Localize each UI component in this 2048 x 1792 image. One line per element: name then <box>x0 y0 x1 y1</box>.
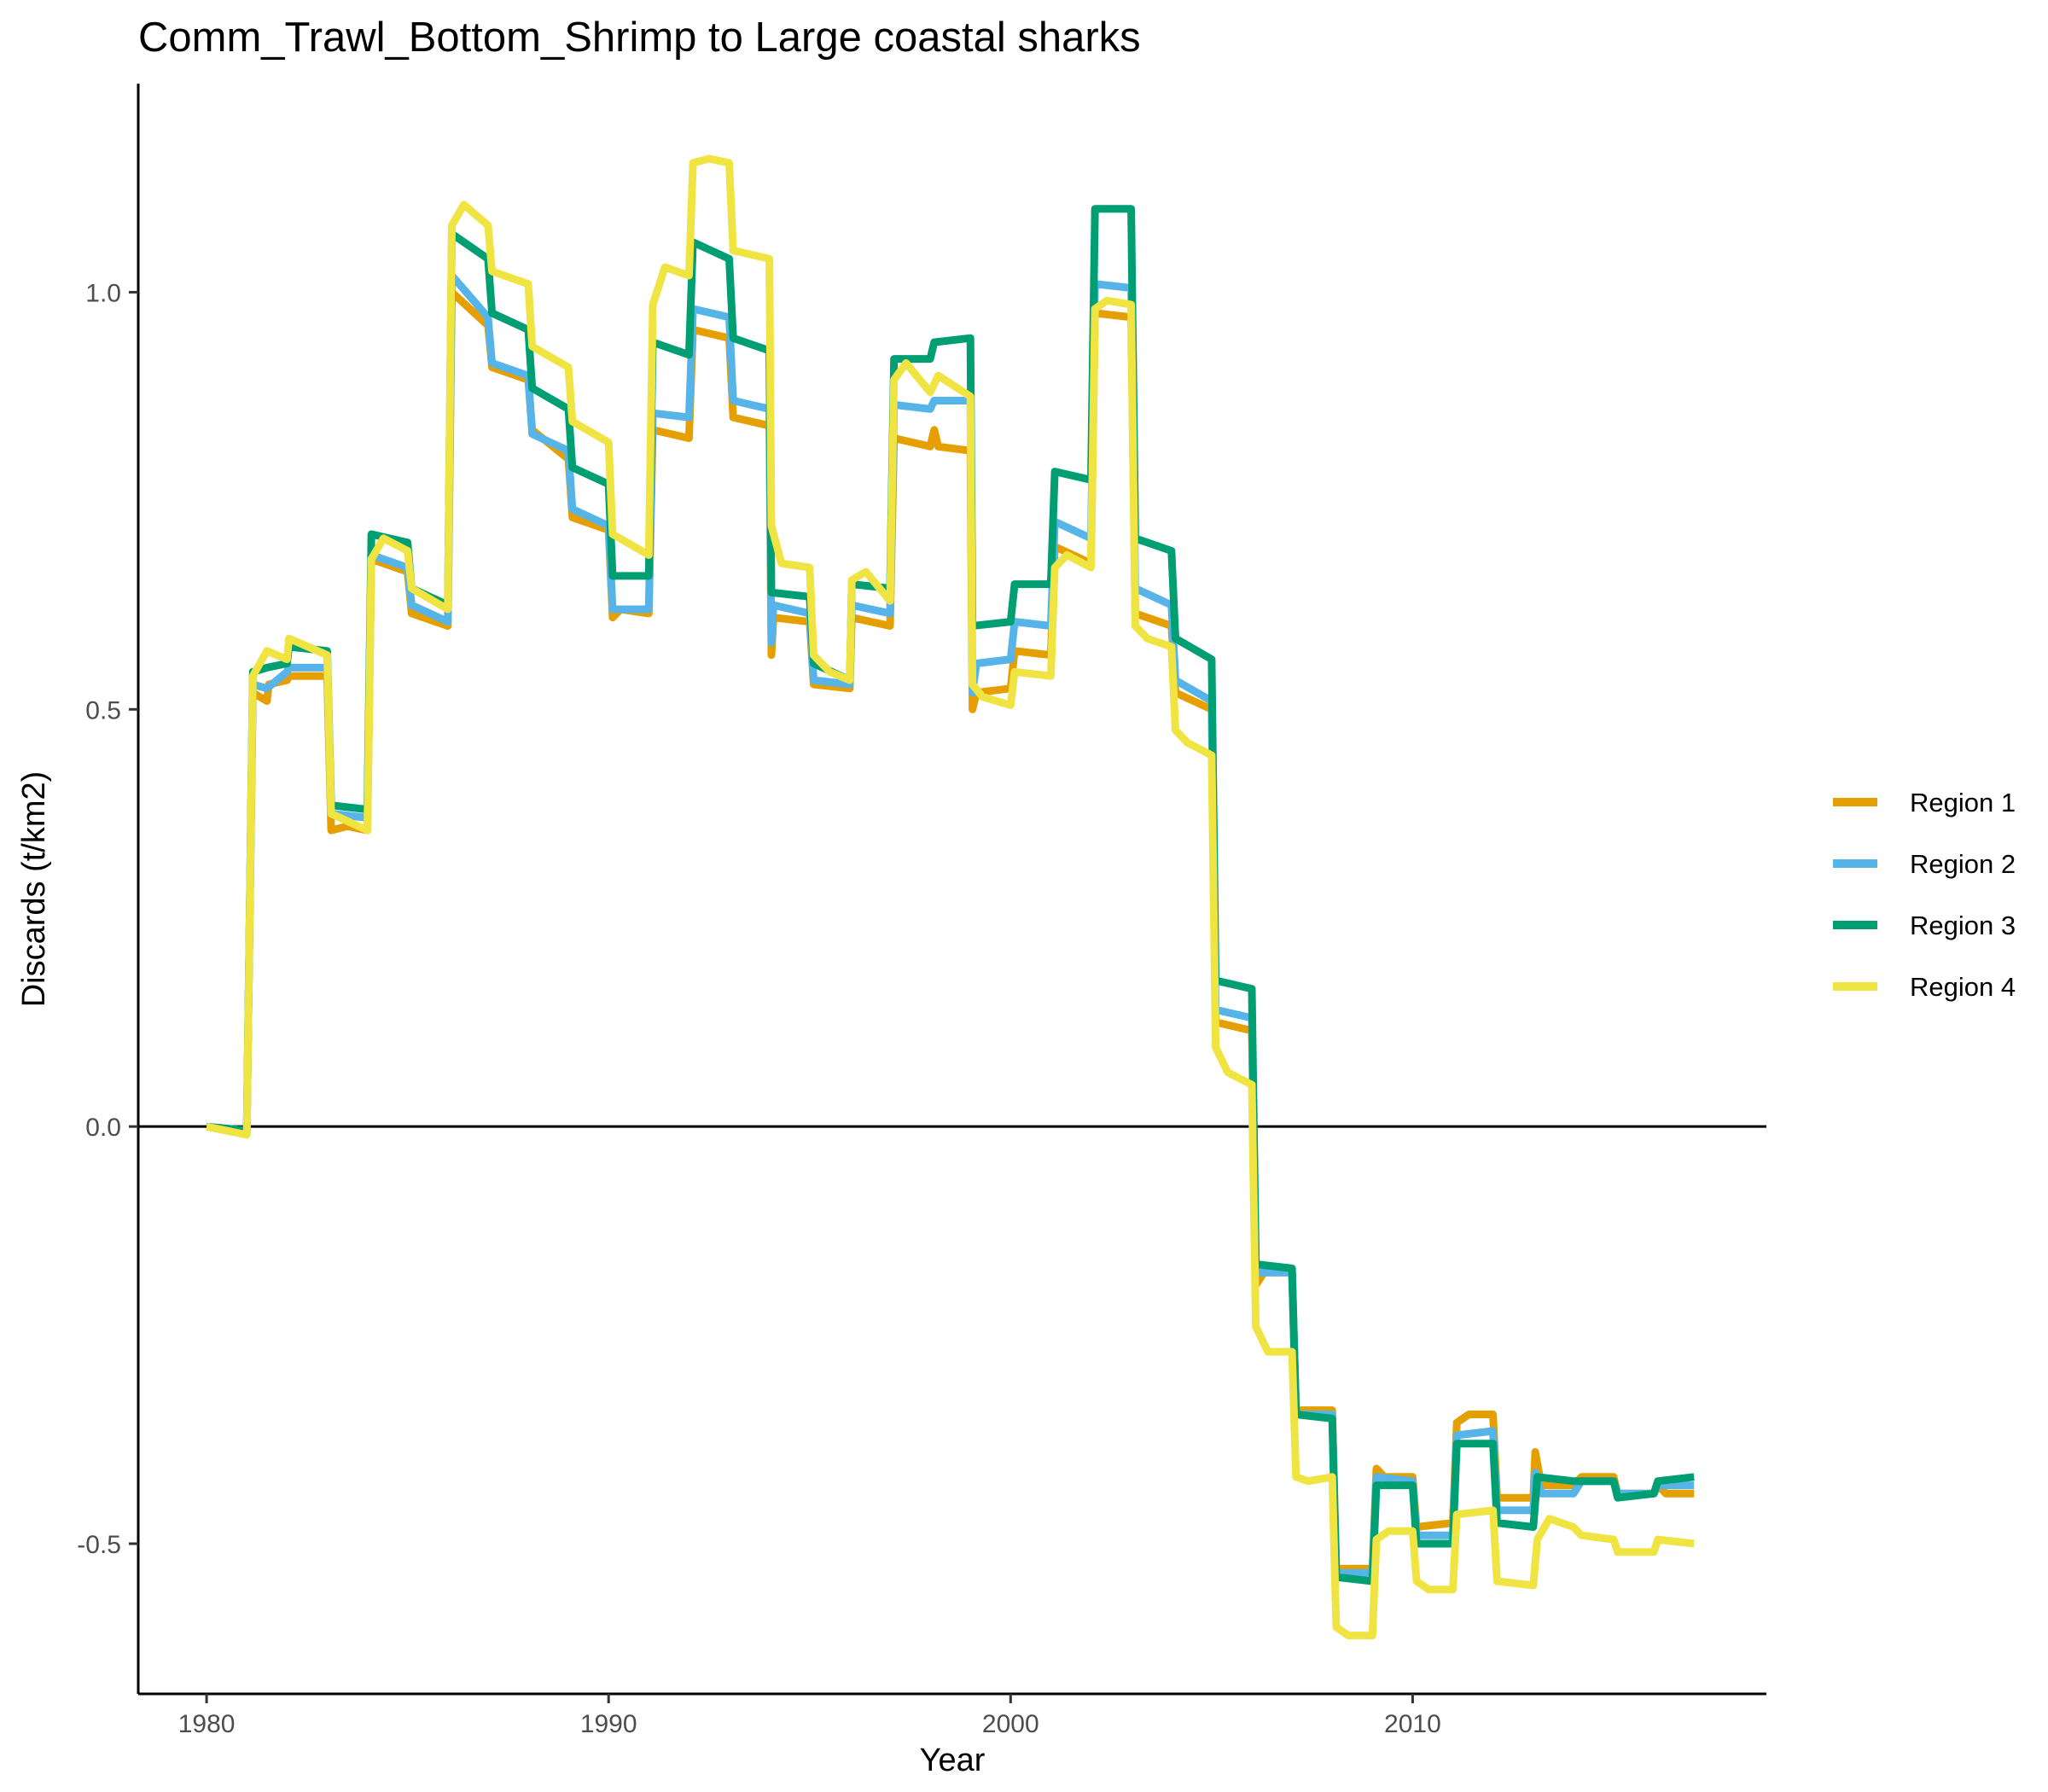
y-tick-label: -0.5 <box>77 1531 121 1559</box>
series-layer <box>206 154 1695 1640</box>
y-axis-label: Discards (t/km2) <box>16 771 52 1008</box>
x-tick-label: 2000 <box>982 1710 1039 1738</box>
x-tick-label: 1990 <box>580 1710 637 1738</box>
series-line-region-4 <box>206 154 1695 1640</box>
legend-label-region-2: Region 2 <box>1910 849 2016 879</box>
chart-title: Comm_Trawl_Bottom_Shrimp to Large coasta… <box>138 15 1141 61</box>
x-axis-label: Year <box>920 1743 986 1778</box>
legend: Region 1 Region 2 Region 3 Region 4 <box>1833 788 2016 1002</box>
legend-label-region-1: Region 1 <box>1910 788 2016 817</box>
legend-label-region-4: Region 4 <box>1910 972 2016 1002</box>
y-tick-label: 0.5 <box>85 696 121 724</box>
y-tick-label: 1.0 <box>85 279 121 307</box>
axes-layer <box>137 84 1766 1696</box>
y-tick-label: 0.0 <box>85 1114 121 1142</box>
legend-label-region-3: Region 3 <box>1910 911 2016 940</box>
ticks-layer: 1980 1990 2000 2010 -0.5 0.0 0.5 1.0 <box>77 279 1441 1738</box>
x-tick-label: 2010 <box>1384 1710 1441 1738</box>
x-tick-label: 1980 <box>178 1710 236 1738</box>
